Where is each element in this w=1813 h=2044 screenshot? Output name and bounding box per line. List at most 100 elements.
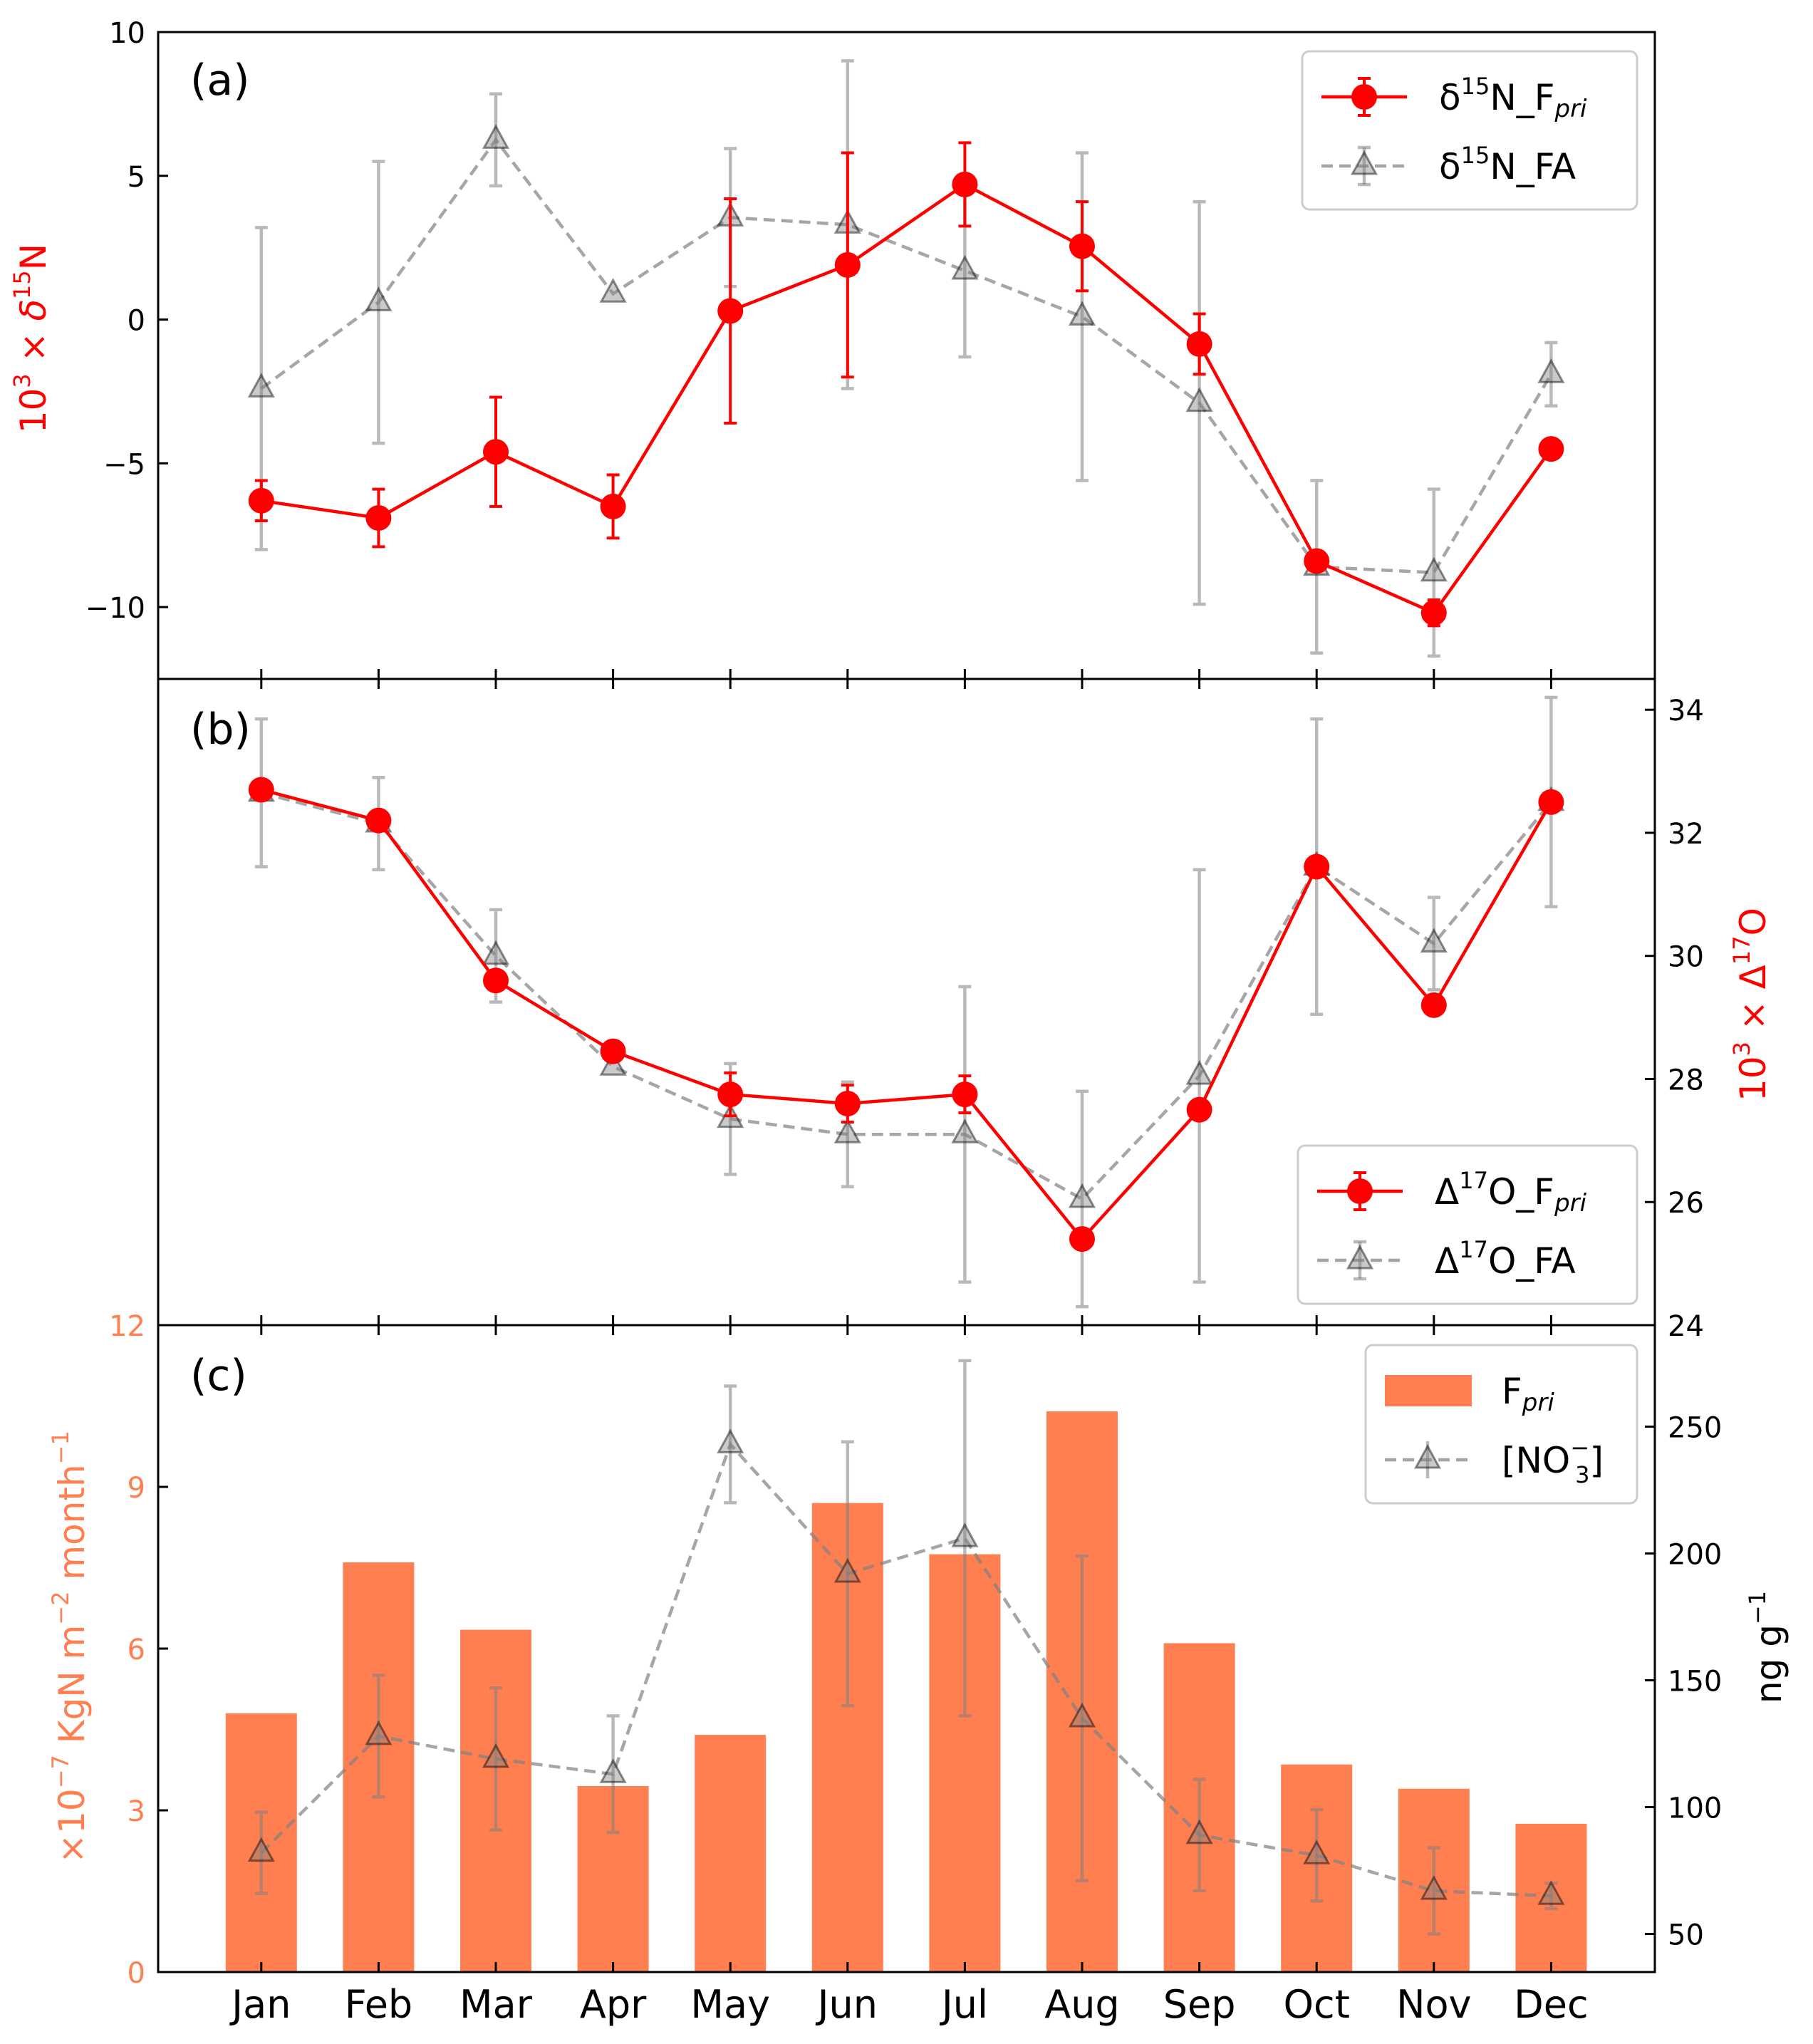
a-fpri-point-Jan — [248, 487, 274, 514]
ylabel-tail: O — [1733, 908, 1774, 935]
y-tick-label: −5 — [103, 448, 145, 481]
ylabel-exponent: −1 — [47, 1431, 74, 1464]
c-no3-point-Nov — [1420, 1874, 1448, 1900]
legend-entry-fpri: δ15N_Fpri — [1321, 73, 1587, 123]
legend-a: δ15N_Fpri δ15N_FA — [1301, 50, 1638, 211]
c-no3-point-Jun — [833, 1557, 861, 1583]
b-fpri-point-Oct — [1304, 854, 1330, 880]
legend-entry-fa: δ15N_FA — [1321, 142, 1576, 187]
legend-text: [NO — [1502, 1440, 1570, 1481]
legend-entry-no3: [NO− 3] — [1385, 1434, 1604, 1488]
ylabel-exponent: 3 — [1728, 1042, 1755, 1056]
ylabel-unit: KgN m — [51, 1625, 93, 1755]
a-fpri-point-Mar — [483, 439, 509, 465]
b-fpri-point-Dec — [1538, 789, 1564, 815]
y-tick-label: −10 — [85, 592, 145, 625]
a-fa-point-Aug — [1068, 301, 1096, 326]
ylabel-exponent: −7 — [47, 1755, 74, 1788]
legend-entry-fpri: Δ17O_Fpri — [1317, 1167, 1587, 1218]
b-fpri-point-Sep — [1186, 1096, 1212, 1123]
b-fpri-point-Jan — [248, 777, 274, 803]
b-fa-point-Jul — [951, 1119, 979, 1143]
b-fpri-point-Mar — [483, 967, 509, 994]
x-tick-label-Apr: Apr — [580, 1982, 647, 2027]
ylabel-unit: ng g — [1748, 1624, 1789, 1703]
x-tick-label-Sep: Sep — [1163, 1982, 1236, 2027]
b-fa-line — [261, 791, 1553, 1201]
b-fa-point-Mar — [482, 940, 510, 965]
c-no3-point-Feb — [365, 1720, 393, 1745]
c-no3-point-Dec — [1537, 1880, 1565, 1905]
legend-superscript: 15 — [1461, 142, 1490, 169]
ylabel-exponent: −1 — [1744, 1591, 1771, 1624]
legend-text: F — [1502, 1371, 1522, 1412]
c-no3-series — [247, 1359, 1565, 1936]
x-tick-label-Mar: Mar — [459, 1982, 533, 2027]
a-fpri-series — [248, 141, 1564, 628]
legend-text: N_F — [1490, 77, 1554, 118]
a-fpri-point-May — [717, 298, 744, 324]
ylabel-tail: N — [13, 244, 54, 270]
b-fpri-point-Nov — [1420, 992, 1447, 1018]
legend-subscript: pri — [1522, 1389, 1555, 1417]
panel-c: 0 3 6 9 12 50 100 150 200 250 Jan Feb Mar Apr May Jun Ju… — [47, 1310, 1789, 2027]
b-fa-point-Aug — [1068, 1183, 1096, 1208]
x-tick-label-Jul: Jul — [940, 1982, 988, 2027]
a-fa-point-Apr — [599, 278, 627, 303]
y-tick-label-right: 100 — [1668, 1793, 1722, 1825]
legend-label: Δ17O_FA — [1435, 1236, 1576, 1282]
legend-superscript: 17 — [1459, 1167, 1488, 1194]
bar-May — [695, 1735, 767, 1972]
ylabel-exponent: −2 — [47, 1592, 74, 1625]
b-fpri-point-Jul — [952, 1081, 978, 1108]
panel-label-b: (b) — [190, 705, 251, 754]
ylabel-base: 10 — [1733, 1056, 1774, 1101]
legend-superscript: 15 — [1461, 73, 1490, 100]
a-fpri-point-Feb — [365, 505, 392, 531]
c-no3-line — [260, 1441, 1552, 1898]
c-no3-errorbar-Nov — [1427, 1846, 1440, 1936]
y-tick-label-right: 32 — [1668, 818, 1704, 851]
a-fa-point-Jan — [247, 373, 275, 398]
legend-text: O_FA — [1488, 1240, 1576, 1282]
y-axis-label-left-c: ×10−7 KgN m−2 month−1 — [47, 1431, 93, 1864]
ylabel-symbol: Δ — [1733, 965, 1774, 989]
y-tick-label-left: 3 — [128, 1795, 145, 1828]
a-fa-point-Sep — [1185, 387, 1213, 413]
panel-label-c: (c) — [190, 1351, 247, 1401]
legend-label-no3: [NO− 3] — [1502, 1434, 1604, 1488]
a-fpri-point-Nov — [1420, 600, 1447, 626]
legend-subscript: pri — [1554, 1189, 1587, 1218]
legend-symbol: Δ — [1435, 1171, 1459, 1213]
y-tick-label: 10 — [109, 17, 145, 50]
ylabel-unit: month — [51, 1464, 93, 1591]
legend-label: Δ17O_Fpri — [1435, 1167, 1587, 1218]
legend-marker — [1413, 1443, 1442, 1469]
b-fpri-series — [248, 777, 1564, 1252]
a-fpri-point-Jun — [834, 251, 861, 278]
ylabel-base: 10 — [13, 388, 54, 434]
c-no3-point-Sep — [1185, 1819, 1213, 1845]
legend-box — [1301, 50, 1638, 211]
a-fpri-line — [261, 182, 1553, 615]
y-tick-label-left: 9 — [128, 1472, 145, 1505]
ylabel-times: × — [1733, 989, 1774, 1042]
y-tick-label-left: 0 — [128, 1957, 145, 1990]
y-tick-label-left: 6 — [128, 1634, 145, 1666]
legend-marker — [1351, 84, 1377, 110]
legend-text: O_F — [1488, 1171, 1554, 1213]
b-fa-point-Sep — [1185, 1060, 1213, 1085]
b-fa-point-Jun — [833, 1119, 861, 1143]
c-no3-errorbar-Mar — [489, 1686, 502, 1832]
legend-entry-fa: Δ17O_FA — [1317, 1236, 1576, 1282]
legend-subscript: pri — [1554, 95, 1587, 123]
a-fa-point-Jul — [951, 254, 979, 280]
a-fa-point-Mar — [482, 124, 510, 149]
a-fa-point-Dec — [1537, 358, 1565, 383]
y-tick-label: 5 — [128, 161, 145, 194]
b-fpri-point-May — [717, 1081, 744, 1108]
legend-marker — [1347, 1178, 1373, 1204]
ylabel-superscript: 15 — [9, 270, 36, 299]
